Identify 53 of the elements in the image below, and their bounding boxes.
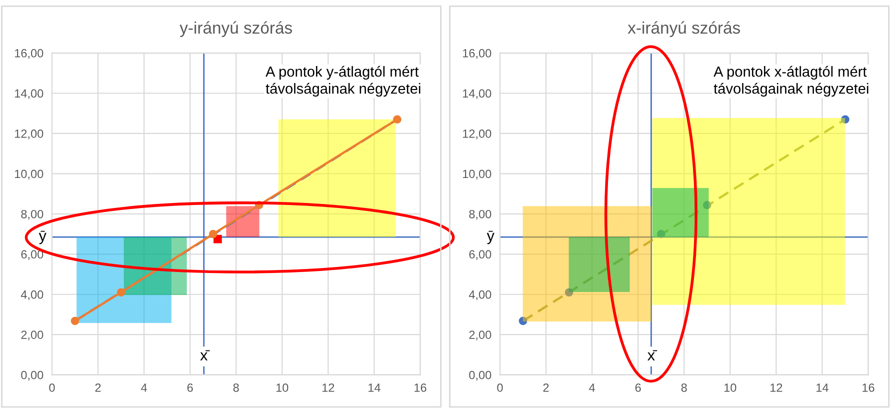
x-tick-label: 12 [322, 383, 334, 392]
y-tick-label: 16,00 [14, 49, 44, 59]
point [116, 288, 126, 297]
x-tick-label: 6 [635, 383, 641, 392]
annotation: A pontok x-átlagtól mért távolságainak négyzetei [714, 66, 868, 97]
point [564, 288, 574, 297]
x-tick-label: 16 [862, 383, 874, 392]
y-tick-label: 14,00 [462, 89, 492, 100]
x-tick-label: 4 [141, 384, 147, 392]
annotation: A pontok y-átlagtól mért távolságainak négyzetei [266, 66, 420, 97]
y-tick-label: 10,00 [462, 170, 492, 180]
y-tick-label: 14,00 [14, 89, 44, 100]
x-tick-label: 2 [95, 383, 101, 392]
y-tick-label: 0,00 [21, 370, 44, 381]
y-tick-label: 0,00 [469, 370, 492, 381]
x-tick-label: 0 [49, 383, 55, 392]
y-tick-label: 2,00 [21, 330, 44, 340]
y-tick-label: 8,00 [469, 210, 492, 220]
point [393, 115, 402, 124]
x-tick-label: 0 [497, 383, 503, 392]
point [70, 316, 80, 326]
y-tick-label: 6,00 [21, 250, 44, 260]
x-tick-label: 2 [543, 383, 549, 392]
point [208, 230, 218, 238]
x-tick-label: 8 [233, 383, 239, 392]
y-tick-label: 16,00 [462, 49, 492, 59]
x-tick-label: 10 [724, 383, 736, 392]
ref-line-label: ȳ [38, 230, 46, 244]
y-tick-label: 12,00 [14, 130, 44, 140]
point [656, 230, 666, 238]
y-tick-label: 6,00 [469, 250, 492, 260]
point [841, 115, 850, 124]
y-tick-label: 4,00 [468, 290, 492, 300]
x-tick-label: 6 [187, 383, 193, 392]
y-tick-label: 2,00 [469, 330, 492, 340]
point [702, 200, 712, 210]
ref-line-label: x̄ [648, 350, 658, 360]
y-tick-label: 4,00 [20, 290, 44, 300]
ref-line-label: x̄ [200, 350, 210, 360]
x-tick-label: 14 [368, 384, 380, 392]
x-tick-label: 8 [681, 383, 687, 392]
y-tick-label: 8,00 [21, 210, 44, 220]
y-tick-label: 10,00 [14, 170, 44, 180]
x-tick-label: 14 [816, 384, 828, 392]
ref-line-label: ȳ [486, 230, 494, 244]
x-tick-label: 10 [276, 383, 288, 392]
chart-title: x-irányú szórás [628, 21, 740, 38]
x-tick-label: 12 [770, 383, 782, 392]
y-tick-label: 12,00 [462, 130, 492, 140]
x-tick-label: 4 [589, 384, 595, 392]
chart-title: y-irányú szórás [180, 21, 292, 38]
point [518, 316, 528, 326]
x-tick-label: 16 [414, 383, 426, 392]
